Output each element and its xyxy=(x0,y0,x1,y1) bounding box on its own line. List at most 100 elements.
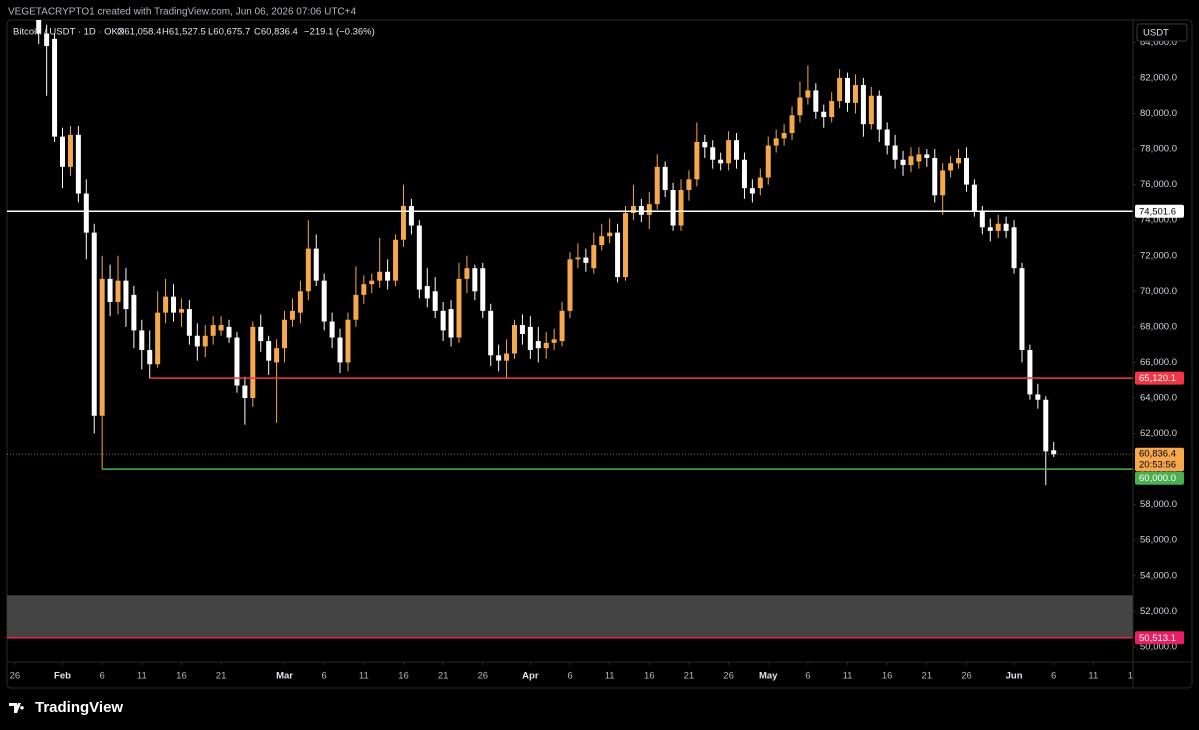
candle-body xyxy=(559,310,565,342)
candle-body xyxy=(987,227,993,231)
candle-body xyxy=(797,97,803,116)
logo-icon xyxy=(9,703,24,713)
candle-body xyxy=(734,140,740,160)
candle-body xyxy=(1051,450,1057,455)
candle-body xyxy=(178,309,184,313)
y-tick-label: 82,000.0 xyxy=(1140,72,1177,83)
level-label-box xyxy=(1135,204,1184,218)
candle-body xyxy=(393,239,399,281)
logo-text: TradingView xyxy=(35,699,123,716)
candle-body xyxy=(416,225,422,290)
candle-body xyxy=(44,33,50,46)
y-tick-label: 56,000.0 xyxy=(1140,535,1177,546)
x-tick-label: 26 xyxy=(723,671,734,682)
candle-body xyxy=(615,232,621,278)
candle-body xyxy=(940,170,946,196)
candle-body xyxy=(646,204,652,215)
x-tick-label: 21 xyxy=(684,671,695,682)
last-price-box xyxy=(1135,447,1184,472)
level-label-box xyxy=(1135,371,1184,385)
time-axis: 26 Feb 6 11 16 21 Mar 6 11 16 21 26 Apr 6 11 16 21 26 May 6… xyxy=(10,662,1139,682)
x-tick-label: 16 xyxy=(1128,671,1139,682)
candle-body xyxy=(472,268,478,292)
currency-label[interactable]: USDT xyxy=(1143,28,1169,39)
candle-body xyxy=(829,101,835,118)
candle-body xyxy=(551,339,557,343)
candle-body xyxy=(765,145,771,178)
candle-body xyxy=(749,188,755,194)
candle-body xyxy=(670,189,676,226)
logo: TradingView xyxy=(9,699,123,716)
level-label-box xyxy=(1135,631,1184,645)
candle-body xyxy=(496,355,502,361)
candle-body xyxy=(91,232,97,416)
candle-body xyxy=(329,321,335,338)
candle-body xyxy=(67,134,73,167)
candle-body xyxy=(845,77,851,103)
y-tick-label: 76,000.0 xyxy=(1140,179,1177,190)
candle-body xyxy=(147,349,153,365)
candle-body xyxy=(448,309,454,338)
candle-body xyxy=(757,177,763,189)
chart-frame xyxy=(6,19,1193,689)
x-tick-label: 11 xyxy=(1088,671,1098,682)
candle-body xyxy=(726,140,732,164)
candle-body xyxy=(440,310,446,331)
candle-body xyxy=(638,205,644,215)
candle-body xyxy=(424,285,430,299)
candle-body xyxy=(876,95,882,130)
x-tick-label: 16 xyxy=(644,671,655,682)
candle-body xyxy=(623,213,629,278)
candle-body xyxy=(139,330,145,350)
candle-body xyxy=(948,163,954,171)
zone xyxy=(7,595,1133,638)
x-tick-label: 21 xyxy=(922,671,933,682)
candle-body xyxy=(504,353,510,361)
x-tick-label: 6 xyxy=(567,671,572,682)
y-tick-label: 58,000.0 xyxy=(1140,499,1177,510)
candle-body xyxy=(1035,394,1041,400)
candle-body xyxy=(741,159,747,189)
candle-body xyxy=(171,296,177,313)
x-tick-label: Feb xyxy=(54,671,71,682)
candle-body xyxy=(266,341,272,361)
x-tick-label: 21 xyxy=(216,671,227,682)
candle-body xyxy=(305,248,311,292)
candle-body xyxy=(932,157,938,196)
candle-body xyxy=(107,278,113,302)
candle-body xyxy=(519,325,525,334)
x-tick-label: Apr xyxy=(522,671,539,682)
candle-body xyxy=(337,337,343,363)
x-tick-label: 26 xyxy=(961,671,972,682)
candle-body xyxy=(543,342,549,349)
candle-body xyxy=(1003,223,1009,231)
x-tick-label: 11 xyxy=(605,671,615,682)
candle-body xyxy=(131,294,137,331)
x-tick-label: 11 xyxy=(359,671,369,682)
candle-body xyxy=(607,232,613,237)
currency-box[interactable] xyxy=(1136,23,1188,42)
candle-body xyxy=(282,319,288,349)
y-tick-label: 54,000.0 xyxy=(1140,570,1177,581)
candle-body xyxy=(900,159,906,166)
candle-body xyxy=(186,309,192,336)
x-tick-label: 26 xyxy=(10,671,21,682)
candle-body xyxy=(535,341,541,349)
candle-body xyxy=(408,205,414,226)
x-tick-label: 26 xyxy=(477,671,488,682)
candle-body xyxy=(781,133,787,139)
candle-body xyxy=(210,325,216,336)
candle-body xyxy=(916,154,922,162)
plot-area xyxy=(7,20,1133,639)
candle-body xyxy=(202,335,208,347)
x-tick-label: 6 xyxy=(322,671,327,682)
candle-body xyxy=(702,141,708,148)
y-tick-label: 62,000.0 xyxy=(1140,428,1177,439)
candle-body xyxy=(377,271,383,281)
candle-body xyxy=(694,141,700,180)
legend-close: C60,836.4 xyxy=(254,27,298,38)
candle-body xyxy=(718,159,724,164)
candle-body xyxy=(860,85,866,125)
candle-body xyxy=(123,280,129,310)
candle-body xyxy=(345,319,351,363)
